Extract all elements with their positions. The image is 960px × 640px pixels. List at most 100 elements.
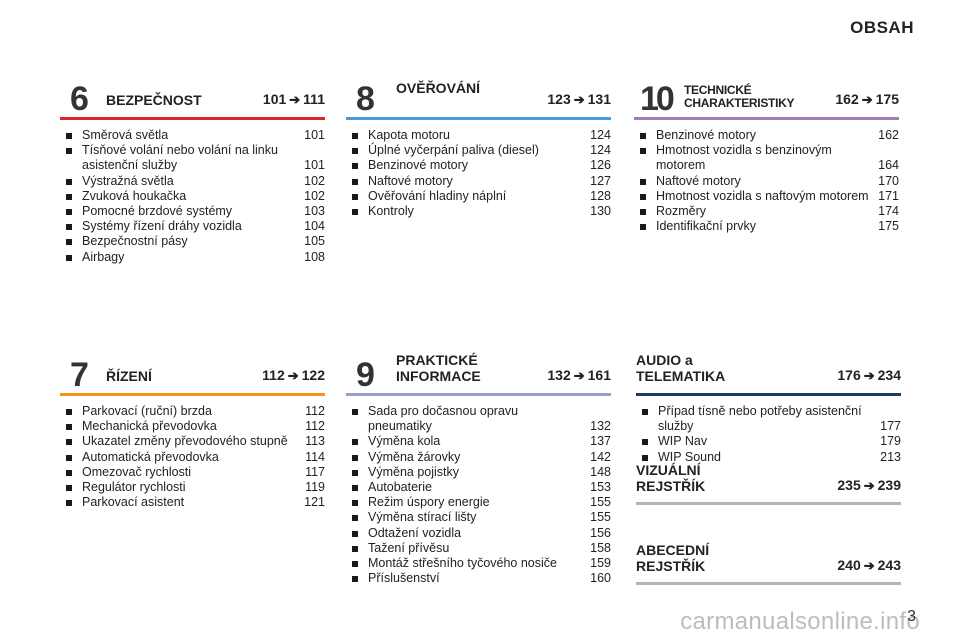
section-rule [634,117,899,120]
section-title-line: REJSTŘÍK [636,558,706,574]
section-rule [346,117,611,120]
section-item-list: Parkovací (ruční) brzda 112 Mechanická pře… [60,404,325,510]
section-title: ŘÍZENÍ [106,368,152,384]
list-item-page: 132 [590,419,611,434]
list-item-text: Odtažení vozidla [368,525,462,540]
section-rule [636,393,901,396]
square-bullet-icon [66,239,72,246]
list-item-text: Výstražná světla [82,173,174,188]
range-end: 175 [875,91,899,107]
section-title-line: AUDIO a [636,352,693,368]
list-item-text: Rozměry [656,204,707,219]
square-bullet-icon [66,254,72,261]
list-item: Rozměry 174 [634,204,899,219]
section-number: 7 [70,356,89,394]
list-item: Výměna stírací lišty 155 [346,510,611,525]
list-item-text: Příslušenství [368,571,440,586]
list-item: Tažení přívěsu 158 [346,541,611,556]
section-9: 9 PRAKTICKÉ INFORMACE 132 ➔ 161 Sada pro d… [346,352,611,586]
list-item-text: Benzinové motory [656,128,757,142]
list-item-page: 114 [305,449,325,464]
list-item-text: WIP Sound [658,449,722,464]
list-item-page: 117 [305,464,325,479]
list-item-page: 162 [878,128,899,142]
list-item-text: Směrová světla [82,128,169,142]
section-title: AUDIO a TELEMATIKA [636,352,725,384]
list-item: Výstražná světla 102 [60,174,325,189]
square-bullet-icon [352,545,358,552]
list-item-page: 128 [590,188,611,203]
square-bullet-icon [640,193,646,200]
list-item-text: WIP Nav [658,434,708,449]
section-page-range: 123 ➔ 131 [547,91,611,108]
range-start: 235 [837,477,861,493]
section-7: 7 ŘÍZENÍ 112 ➔ 122 Parkovací (ruční) brzda… [60,352,325,510]
list-item: Systémy řízení dráhy vozidla 104 [60,219,325,234]
list-item: Případ tísně nebo potřeby asistenční slu… [636,404,901,434]
list-item: Směrová světla 101 [60,128,325,143]
square-bullet-icon [352,163,358,170]
section-header: ABECEDNÍ REJSTŘÍK 240 ➔ 243 [636,542,901,580]
list-item: Hmotnost vozidla s benzinovým motorem 164 [634,143,899,173]
list-item-page: 105 [304,234,325,249]
list-item: Příslušenství 160 [346,571,611,586]
list-item-text: Ukazatel změny převodového stupně [82,434,288,449]
section-6: 6 BEZPEČNOST 101 ➔ 111 Směrová světla 101 Tí… [60,76,325,265]
square-bullet-icon [640,178,646,185]
list-item-text: Montáž střešního tyčového nosiče [368,556,557,571]
square-bullet-icon [352,193,358,200]
section-page-range: 132 ➔ 161 [547,367,611,384]
list-item-text: Kontroly [368,204,414,219]
range-start: 123 [547,91,571,107]
section-header: VIZUÁLNÍ REJSTŘÍK 235 ➔ 239 [636,462,901,500]
alphabetical-index: ABECEDNÍ REJSTŘÍK 240 ➔ 243 [636,542,901,585]
list-item-page: 108 [304,249,325,264]
arrow-right-icon: ➔ [863,478,875,493]
list-item-page: 103 [304,204,325,219]
section-number: 9 [356,356,375,394]
range-end: 239 [877,477,901,493]
list-item: Tísňové volání nebo volání na linku asis… [60,143,325,173]
section-header: 10 TECHNICKÉ CHARAKTERISTIKY 162 ➔ 175 [634,76,899,116]
section-title: BEZPEČNOST [106,92,202,108]
list-item: Kontroly 130 [346,204,611,219]
section-title-line: ABECEDNÍ [636,542,710,558]
list-item-text: Úplné vyčerpání paliva (diesel) [368,143,539,158]
square-bullet-icon [66,409,72,415]
list-item-page: 177 [880,419,901,434]
section-title: TECHNICKÉ CHARAKTERISTIKY [684,84,794,110]
section-header: 8 OVĚŘOVÁNÍ 123 ➔ 131 [346,76,611,116]
section-10: 10 TECHNICKÉ CHARAKTERISTIKY 162 ➔ 175 Ben… [634,76,899,234]
page-title: OBSAH [850,18,914,37]
square-bullet-icon [352,515,358,522]
square-bullet-icon [642,454,648,461]
range-end: 243 [877,557,901,573]
square-bullet-icon [66,500,72,507]
square-bullet-icon [642,409,648,415]
list-item-text: Identifikační prvky [656,219,757,234]
section-rule [636,582,901,585]
arrow-right-icon: ➔ [863,558,875,573]
section-title-line: CHARAKTERISTIKY [684,96,795,110]
arrow-right-icon: ➔ [861,92,873,107]
section-item-list: Kapota motoru 124 Úplné vyčerpání paliva (… [346,128,611,219]
list-item-page: 142 [590,449,611,464]
list-item-text: Výměna stírací lišty [368,510,477,525]
list-item: Zvuková houkačka 102 [60,189,325,204]
list-item: Úplné vyčerpání paliva (diesel) 124 [346,143,611,158]
list-item-page: 213 [880,449,901,464]
section-title: PRAKTICKÉ INFORMACE [396,352,481,384]
section-title: OVĚŘOVÁNÍ [396,80,481,96]
section-rule [636,502,901,505]
section-header: 9 PRAKTICKÉ INFORMACE 132 ➔ 161 [346,352,611,394]
list-item-text: Případ tísně nebo potřeby asistenční slu… [658,404,862,434]
arrow-right-icon: ➔ [573,368,585,383]
list-item-page: 159 [590,556,611,571]
square-bullet-icon [352,530,358,537]
section-title-line: TELEMATIKA [636,368,726,384]
list-item-text: Parkovací (ruční) brzda [82,404,212,418]
list-item: WIP Sound 213 [636,450,901,465]
list-item-page: 119 [305,480,325,495]
section-title-line: TECHNICKÉ [684,83,752,97]
section-title: ABECEDNÍ REJSTŘÍK [636,542,709,574]
